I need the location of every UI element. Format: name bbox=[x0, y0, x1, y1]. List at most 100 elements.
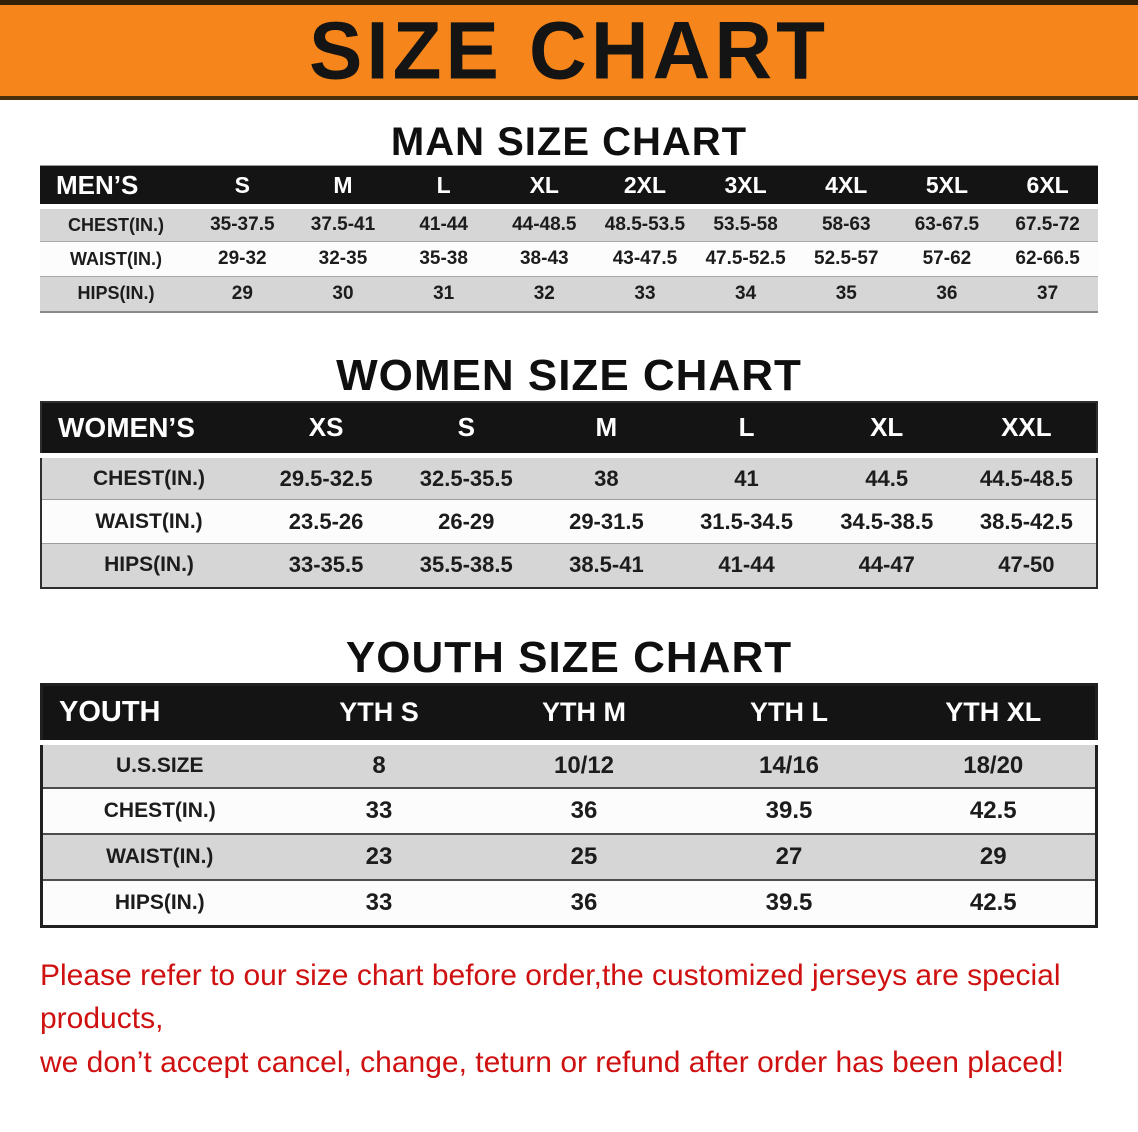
women-size-value-cell: 35.5-38.5 bbox=[396, 543, 537, 588]
youth-size-value-cell: 42.5 bbox=[891, 880, 1097, 926]
men-table-row: WAIST(IN.) 29-32 32-35 35-38 38-43 43-47.5 47.… bbox=[40, 241, 1098, 277]
youth-row-label: CHEST(IN.) bbox=[41, 788, 277, 835]
women-table-body: CHEST(IN.) 29.5-32.5 32.5-35.5 38 41 44.5 44.5… bbox=[41, 455, 1097, 588]
men-size-value-cell: 37.5-41 bbox=[292, 206, 394, 242]
youth-size-value-cell: 39.5 bbox=[686, 788, 892, 835]
youth-size-value-cell: 39.5 bbox=[686, 880, 892, 926]
youth-size-table: YOUTH YTH S YTH M YTH L YTH XL U.S.SIZE 8 10/1… bbox=[40, 682, 1098, 928]
men-size-value-cell: 33 bbox=[594, 276, 696, 312]
page-title: SIZE CHART bbox=[309, 4, 829, 96]
women-size-value-cell: 44-47 bbox=[816, 543, 957, 588]
youth-column-header: YTH S bbox=[276, 684, 482, 745]
youth-size-value-cell: 36 bbox=[481, 880, 687, 926]
women-size-value-cell: 44.5 bbox=[816, 455, 957, 500]
youth-row-label: U.S.SIZE bbox=[41, 742, 277, 789]
youth-size-value-cell: 27 bbox=[686, 834, 892, 881]
women-size-value-cell: 44.5-48.5 bbox=[956, 455, 1097, 500]
men-size-value-cell: 31 bbox=[393, 276, 494, 312]
women-size-value-cell: 31.5-34.5 bbox=[676, 499, 817, 544]
women-row-label: WAIST(IN.) bbox=[41, 499, 256, 544]
women-size-value-cell: 26-29 bbox=[396, 499, 537, 544]
men-size-value-cell: 35-38 bbox=[393, 241, 494, 277]
men-size-value-cell: 44-48.5 bbox=[493, 206, 595, 242]
women-column-header: XS bbox=[256, 401, 397, 458]
women-size-value-cell: 33-35.5 bbox=[256, 543, 397, 588]
men-size-value-cell: 29-32 bbox=[192, 241, 293, 277]
youth-size-value-cell: 8 bbox=[276, 742, 482, 789]
women-size-table: WOMEN’S XS S M L XL XXL CHEST(IN.) 29.5-32.5 32.… bbox=[40, 400, 1098, 589]
youth-size-value-cell: 10/12 bbox=[481, 742, 687, 789]
man-section-heading: MAN SIZE CHART bbox=[390, 120, 748, 164]
men-size-value-cell: 35 bbox=[795, 276, 897, 312]
men-size-value-cell: 43-47.5 bbox=[594, 241, 696, 277]
men-header-row: MEN’S S M L XL 2XL 3XL 4XL 5XL 6XL bbox=[40, 165, 1098, 209]
women-size-value-cell: 47-50 bbox=[956, 543, 1097, 588]
women-size-value-cell: 41-44 bbox=[676, 543, 817, 588]
men-size-value-cell: 37 bbox=[997, 276, 1098, 312]
disclaimer-text: Please refer to our size chart before or… bbox=[40, 954, 1110, 1085]
youth-row-label: WAIST(IN.) bbox=[41, 834, 277, 881]
youth-table-body: U.S.SIZE 8 10/12 14/16 18/20 CHEST(IN.) 33 36 39… bbox=[41, 742, 1097, 926]
women-size-value-cell: 38.5-41 bbox=[536, 543, 677, 588]
banner: SIZE CHART bbox=[0, 0, 1138, 100]
youth-row-label: HIPS(IN.) bbox=[41, 880, 277, 926]
men-size-value-cell: 47.5-52.5 bbox=[695, 241, 796, 277]
women-header-row: WOMEN’S XS S M L XL XXL bbox=[41, 401, 1097, 458]
women-table-row: CHEST(IN.) 29.5-32.5 32.5-35.5 38 41 44.5 44.5… bbox=[41, 455, 1097, 500]
men-size-value-cell: 32-35 bbox=[292, 241, 394, 277]
women-column-header: L bbox=[676, 401, 817, 458]
youth-table-row: WAIST(IN.) 23 25 27 29 bbox=[41, 834, 1097, 881]
men-table-body: CHEST(IN.) 35-37.5 37.5-41 41-44 44-48.5 48.5… bbox=[40, 206, 1098, 312]
women-column-header: S bbox=[396, 401, 537, 458]
men-size-value-cell: 36 bbox=[896, 276, 998, 312]
men-size-value-cell: 53.5-58 bbox=[695, 206, 796, 242]
youth-size-value-cell: 25 bbox=[481, 834, 687, 881]
men-column-header: 4XL bbox=[795, 165, 897, 209]
women-size-value-cell: 32.5-35.5 bbox=[396, 455, 537, 500]
youth-size-value-cell: 14/16 bbox=[686, 742, 892, 789]
men-column-header: M bbox=[292, 165, 394, 209]
youth-size-value-cell: 23 bbox=[276, 834, 482, 881]
men-size-table: MEN’S S M L XL 2XL 3XL 4XL 5XL 6XL CHEST(IN.) 35-3… bbox=[40, 165, 1098, 313]
men-table-row: CHEST(IN.) 35-37.5 37.5-41 41-44 44-48.5 48.5… bbox=[40, 206, 1098, 242]
youth-size-value-cell: 33 bbox=[276, 788, 482, 835]
men-row-label: CHEST(IN.) bbox=[40, 206, 192, 242]
men-size-value-cell: 52.5-57 bbox=[795, 241, 897, 277]
men-size-value-cell: 57-62 bbox=[896, 241, 998, 277]
women-table-row: HIPS(IN.) 33-35.5 35.5-38.5 38.5-41 41-44 44-… bbox=[41, 543, 1097, 588]
men-column-header: XL bbox=[493, 165, 595, 209]
disclaimer-line-2: we don’t accept cancel, change, teturn o… bbox=[40, 1045, 1064, 1079]
men-column-header: 5XL bbox=[896, 165, 998, 209]
men-column-header: 2XL bbox=[594, 165, 696, 209]
size-chart-page: SIZE CHART MAN SIZE CHART MEN’S S M L XL 2XL 3… bbox=[0, 0, 1138, 1085]
women-size-value-cell: 29.5-32.5 bbox=[256, 455, 397, 500]
women-size-value-cell: 38.5-42.5 bbox=[956, 499, 1097, 544]
youth-corner-label: YOUTH bbox=[41, 684, 277, 745]
youth-size-value-cell: 18/20 bbox=[891, 742, 1097, 789]
men-size-value-cell: 63-67.5 bbox=[896, 206, 998, 242]
men-row-label: HIPS(IN.) bbox=[40, 276, 192, 312]
disclaimer-line-1: Please refer to our size chart before or… bbox=[40, 958, 1061, 1036]
youth-table-row: HIPS(IN.) 33 36 39.5 42.5 bbox=[41, 880, 1097, 926]
men-corner-label: MEN’S bbox=[40, 165, 192, 209]
men-size-value-cell: 38-43 bbox=[493, 241, 595, 277]
women-column-header: M bbox=[536, 401, 677, 458]
women-corner-label: WOMEN’S bbox=[41, 401, 256, 458]
women-size-value-cell: 29-31.5 bbox=[536, 499, 677, 544]
men-size-value-cell: 34 bbox=[695, 276, 796, 312]
men-size-value-cell: 41-44 bbox=[393, 206, 494, 242]
women-section-heading: WOMEN SIZE CHART bbox=[336, 350, 802, 400]
women-size-value-cell: 38 bbox=[536, 455, 677, 500]
youth-size-value-cell: 42.5 bbox=[891, 788, 1097, 835]
men-column-header: 6XL bbox=[997, 165, 1098, 209]
men-size-value-cell: 62-66.5 bbox=[997, 241, 1098, 277]
youth-column-header: YTH M bbox=[481, 684, 687, 745]
men-column-header: L bbox=[393, 165, 494, 209]
women-size-value-cell: 23.5-26 bbox=[256, 499, 397, 544]
women-size-value-cell: 41 bbox=[676, 455, 817, 500]
women-size-value-cell: 34.5-38.5 bbox=[816, 499, 957, 544]
youth-size-value-cell: 33 bbox=[276, 880, 482, 926]
men-size-value-cell: 35-37.5 bbox=[192, 206, 293, 242]
men-column-header: S bbox=[192, 165, 293, 209]
youth-column-header: YTH L bbox=[686, 684, 892, 745]
